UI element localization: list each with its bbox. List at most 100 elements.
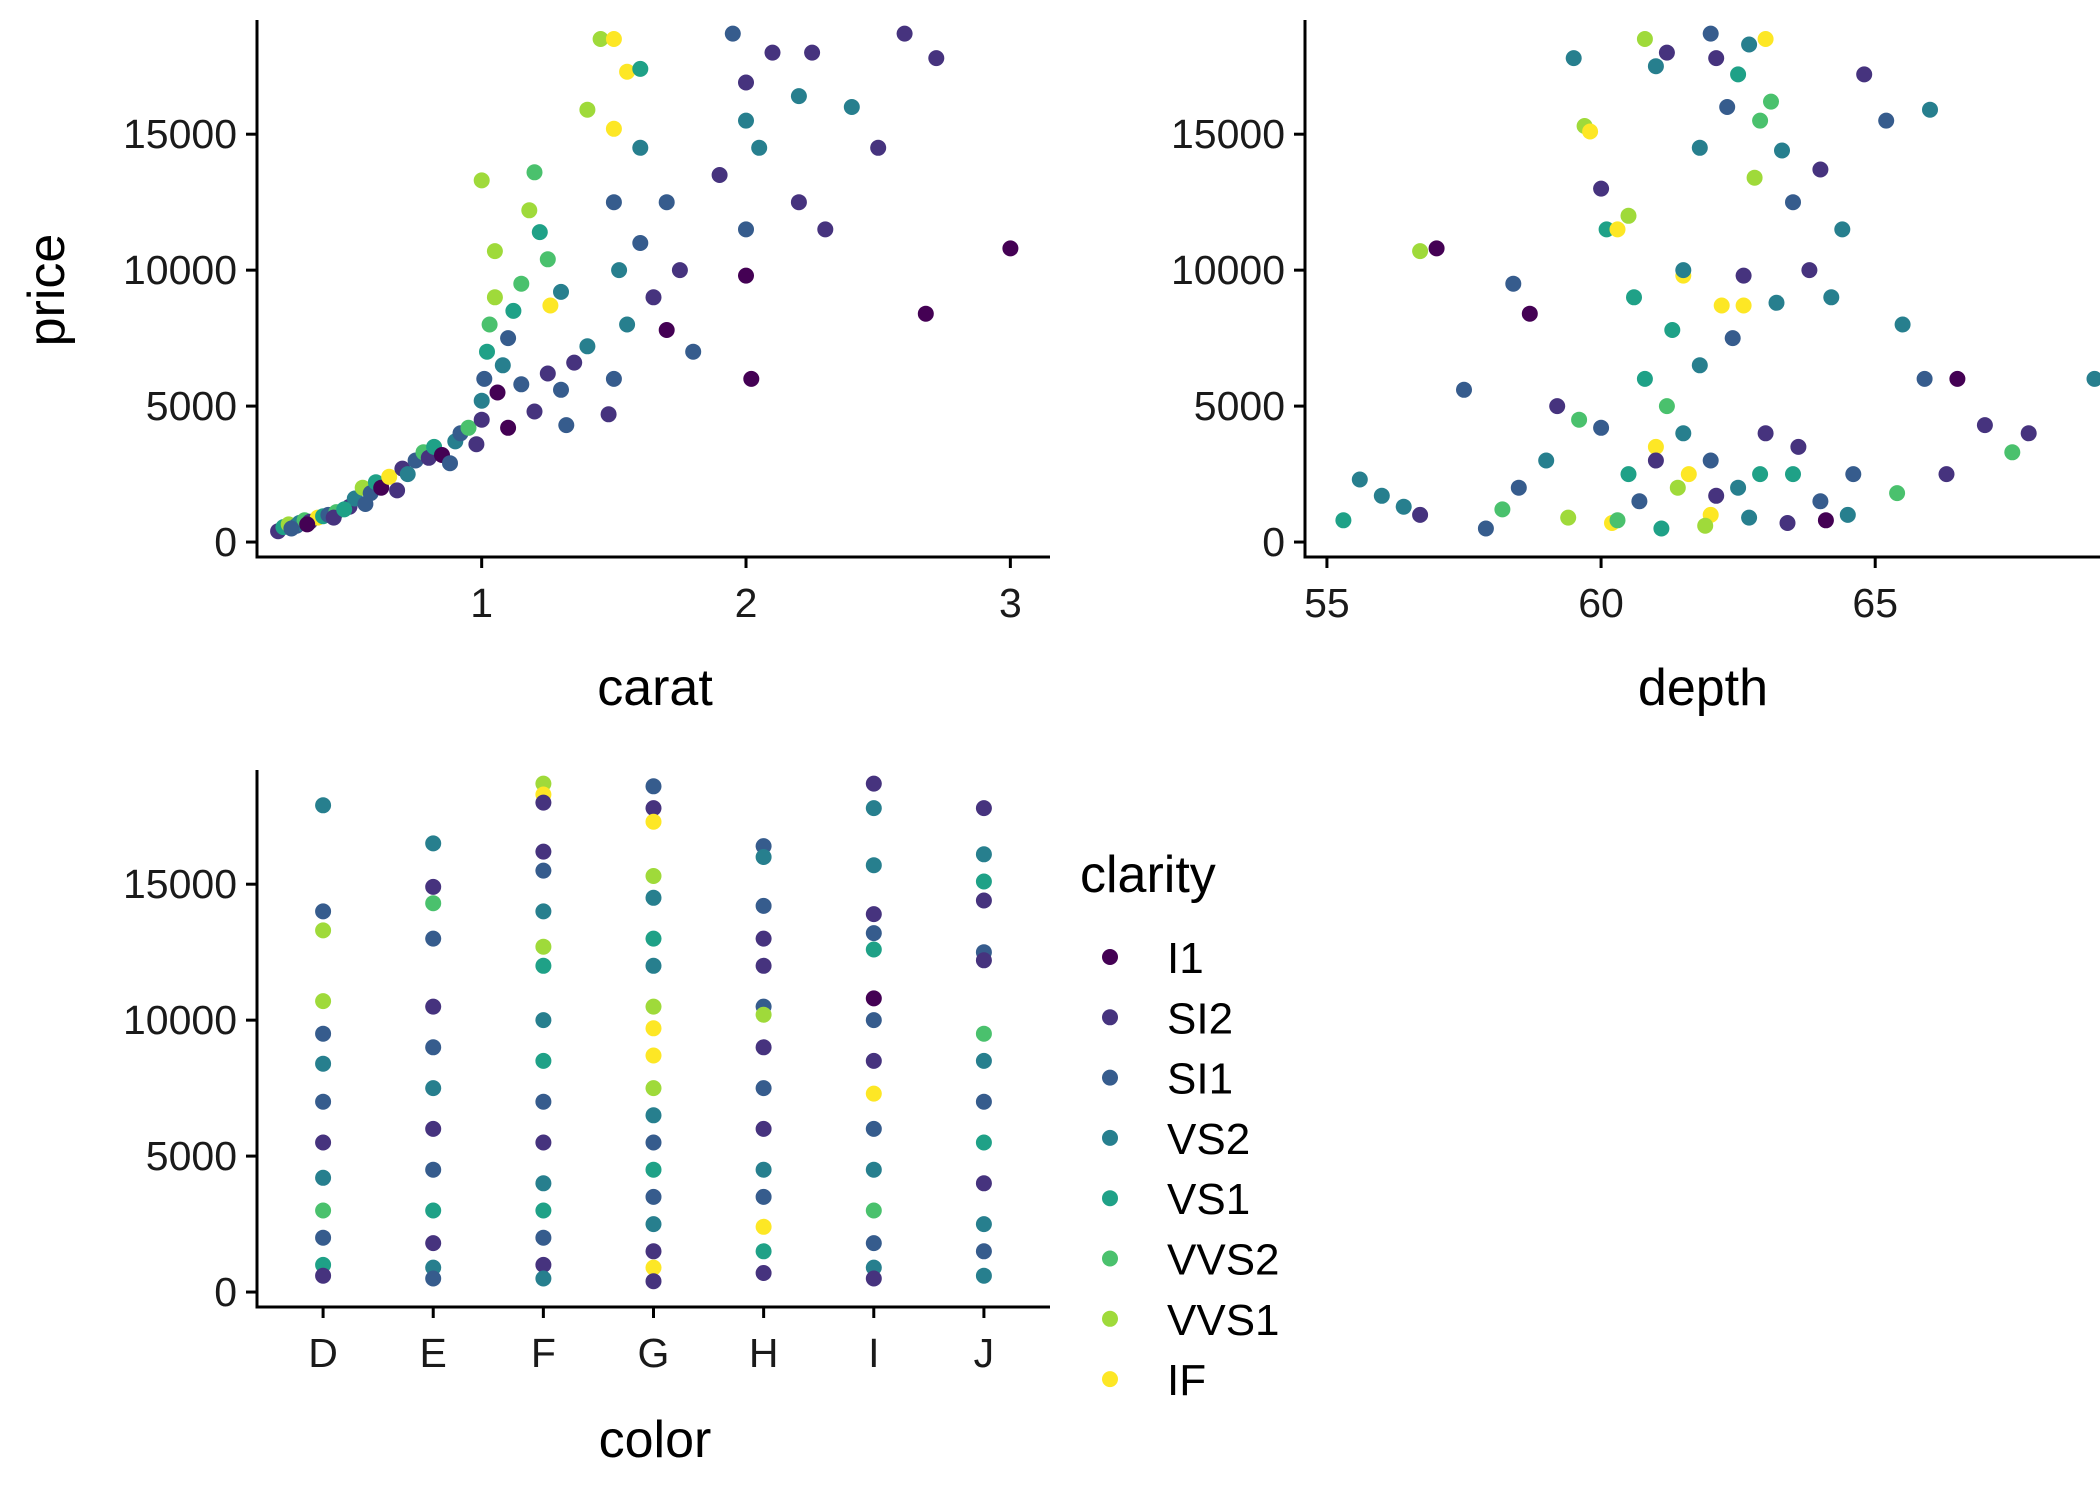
data-point <box>535 957 552 974</box>
data-point <box>1916 370 1933 387</box>
data-point <box>535 1229 552 1246</box>
data-point <box>1428 240 1445 257</box>
data-point <box>1976 417 1993 434</box>
data-point <box>755 849 772 865</box>
legend-key <box>1102 1190 1118 1207</box>
data-point <box>1790 438 1807 455</box>
data-point <box>755 1006 772 1023</box>
data-point <box>1774 142 1790 159</box>
data-point <box>817 221 834 238</box>
data-point <box>619 63 636 80</box>
y-tick-label: 0 <box>1262 519 1285 565</box>
data-point <box>865 775 882 792</box>
data-point <box>535 843 552 860</box>
data-point <box>1823 289 1840 306</box>
data-point <box>1510 479 1527 496</box>
data-point <box>1741 36 1758 53</box>
data-point <box>755 1161 772 1178</box>
data-point <box>1785 194 1801 211</box>
data-point <box>1395 498 1412 515</box>
data-point <box>611 262 628 279</box>
data-point <box>870 139 887 156</box>
legend-label: VVS1 <box>1167 1296 1280 1345</box>
points-layer <box>315 775 992 1290</box>
data-point <box>542 297 559 314</box>
data-point <box>865 1270 882 1287</box>
legend-label: SI1 <box>1167 1055 1233 1104</box>
data-point <box>1730 479 1747 496</box>
data-point <box>1938 466 1955 483</box>
data-point <box>645 1188 662 1205</box>
data-point <box>315 1202 332 1219</box>
data-point <box>1691 139 1708 156</box>
data-point <box>1412 506 1429 523</box>
data-point <box>1713 297 1730 314</box>
data-point <box>1839 506 1856 523</box>
legend-key <box>1102 1250 1118 1267</box>
data-point <box>2020 425 2037 442</box>
data-point <box>671 262 688 279</box>
data-point <box>357 496 374 512</box>
y-tick-label: 0 <box>214 1269 237 1315</box>
legend-label: VVS2 <box>1167 1236 1280 1285</box>
data-point <box>865 1012 882 1029</box>
data-point <box>425 895 442 912</box>
data-point <box>425 1080 442 1097</box>
data-point <box>1741 509 1758 526</box>
data-point <box>425 1039 442 1056</box>
data-point <box>1647 452 1664 469</box>
data-point <box>425 835 442 852</box>
data-point <box>865 906 882 923</box>
legend-key <box>1102 1129 1118 1146</box>
data-point <box>645 1273 662 1290</box>
data-point <box>1549 398 1566 415</box>
data-point <box>738 74 754 91</box>
data-point <box>1785 466 1801 483</box>
data-point <box>632 60 649 77</box>
data-point <box>486 243 503 260</box>
data-point <box>865 1202 882 1219</box>
data-point <box>1373 487 1390 504</box>
data-point <box>975 1134 992 1151</box>
data-point <box>1949 370 1966 387</box>
data-point <box>975 1093 992 1110</box>
data-point <box>645 1243 662 1260</box>
data-point <box>535 1012 552 1029</box>
data-point <box>315 1055 332 1072</box>
data-point <box>535 794 552 811</box>
data-point <box>566 354 583 371</box>
data-point <box>425 1270 442 1287</box>
data-point <box>1702 25 1719 42</box>
data-point <box>975 1175 992 1192</box>
data-point <box>473 392 490 409</box>
data-point <box>592 31 609 47</box>
data-point <box>645 1161 662 1178</box>
data-point <box>1894 316 1911 333</box>
data-point <box>521 202 538 219</box>
data-point <box>425 1202 442 1219</box>
data-point <box>1456 381 1472 398</box>
axes-layer: 0 5000 10000 15000 55 60 65 <box>1171 20 2100 626</box>
y-axis-title: price <box>18 234 76 347</box>
y-tick-label: 5000 <box>146 383 237 429</box>
data-point <box>1477 520 1494 537</box>
data-point <box>442 455 458 472</box>
data-point <box>711 167 728 183</box>
data-point <box>755 957 772 974</box>
data-point <box>804 44 821 61</box>
data-point <box>1335 512 1352 529</box>
data-point <box>975 1052 992 1069</box>
data-point <box>315 922 332 939</box>
data-point <box>315 903 332 920</box>
data-point <box>865 925 882 942</box>
panel-price-vs-depth: 0 5000 10000 15000 55 60 65 depth <box>1171 20 2100 717</box>
data-point <box>315 797 332 814</box>
data-point <box>917 305 934 322</box>
data-point <box>865 941 882 958</box>
data-point <box>605 370 622 387</box>
x-tick-label: I <box>868 1330 879 1376</box>
data-point <box>425 1161 442 1178</box>
data-point <box>1697 517 1714 534</box>
data-point <box>738 112 754 129</box>
data-point <box>1669 479 1686 496</box>
